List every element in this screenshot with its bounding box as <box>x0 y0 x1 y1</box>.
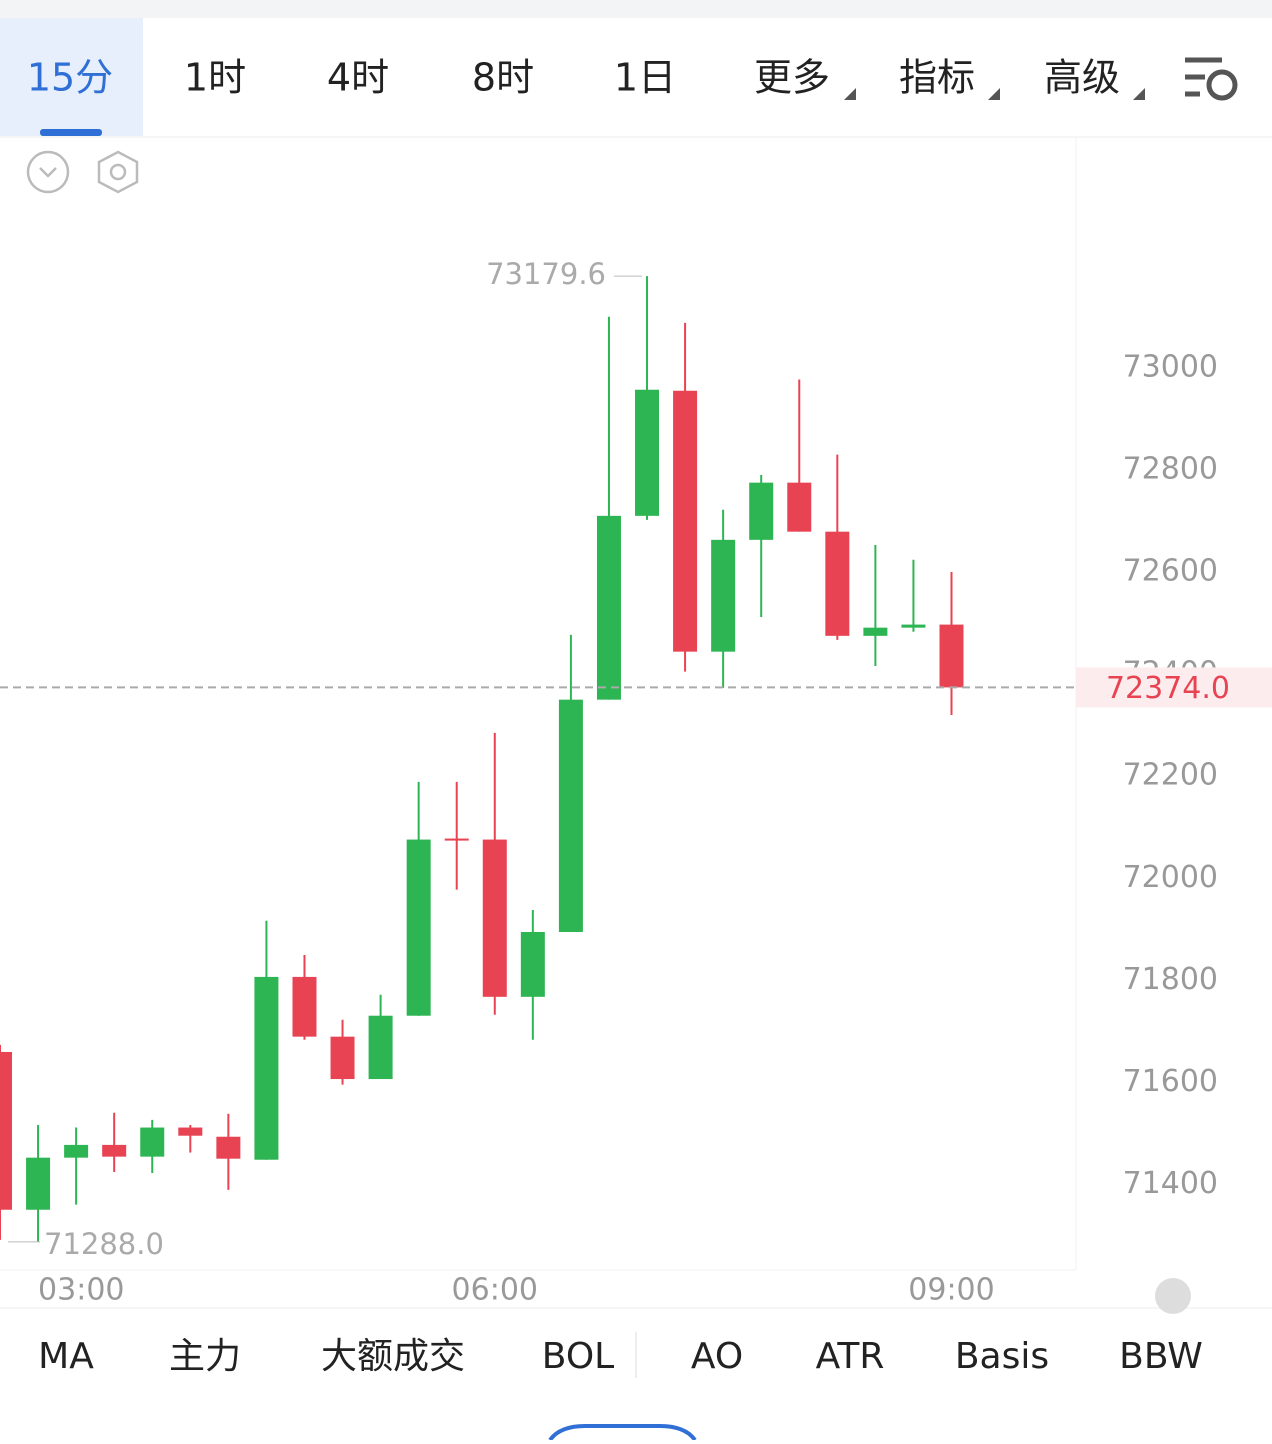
last-price-box <box>1076 667 1272 708</box>
candle-body <box>254 976 279 1160</box>
y-tick-label: 72200 <box>1123 758 1218 793</box>
y-tick-label: 72600 <box>1123 554 1218 589</box>
indicator-tab[interactable]: 主力 <box>169 1336 241 1377</box>
y-tick-label: 72000 <box>1123 860 1218 895</box>
candle-body <box>901 624 926 628</box>
candle-body <box>368 1015 393 1080</box>
candle-body <box>749 482 774 540</box>
candle-body <box>558 699 583 932</box>
tab[interactable]: 更多 <box>754 56 830 100</box>
candle-body <box>102 1144 127 1157</box>
status-strip <box>0 0 1272 18</box>
max-label: 73179.6 <box>486 257 606 291</box>
tab[interactable]: 高级 <box>1044 56 1120 100</box>
tab[interactable]: 1日 <box>614 56 676 100</box>
candle-body <box>292 976 317 1037</box>
y-tick-label: 71800 <box>1123 962 1218 997</box>
candle-body <box>444 838 469 841</box>
indicator-tab[interactable]: Basis <box>955 1336 1049 1377</box>
candle-body <box>26 1157 51 1210</box>
candle-body <box>0 1051 12 1210</box>
last-price-label: 72374.0 <box>1106 671 1230 706</box>
candle-body <box>596 515 621 700</box>
x-tick-label: 09:00 <box>908 1273 994 1308</box>
candle-body <box>216 1136 241 1159</box>
y-tick-label: 71400 <box>1123 1166 1218 1201</box>
tab[interactable]: 4时 <box>327 56 389 100</box>
tab[interactable]: 15分 <box>27 56 113 100</box>
tab[interactable]: 指标 <box>899 56 975 100</box>
candle-body <box>64 1144 89 1158</box>
indicator-tab[interactable]: 大额成交 <box>321 1336 465 1377</box>
settings-icon[interactable] <box>1185 57 1238 101</box>
candle-body <box>787 482 812 532</box>
tab-selected-bg <box>0 18 143 136</box>
indicator-tab[interactable]: AO <box>691 1336 743 1377</box>
min-label: 71288.0 <box>44 1227 164 1261</box>
y-tick-label: 72800 <box>1123 451 1218 486</box>
candle-body <box>711 539 736 652</box>
candle-body <box>673 390 698 652</box>
reset-button[interactable] <box>1155 1278 1191 1314</box>
y-tick-label: 73000 <box>1123 349 1218 384</box>
indicator-tab[interactable]: MA <box>38 1336 94 1377</box>
candle-body <box>863 627 888 636</box>
candle-body <box>939 624 964 688</box>
candle-body <box>635 389 660 516</box>
bottom-handle[interactable] <box>548 1424 697 1442</box>
candle-body <box>520 931 545 997</box>
candle-body <box>825 531 850 636</box>
candle-body <box>482 839 507 997</box>
indicator-tab[interactable]: BOL <box>542 1336 614 1377</box>
candle-body <box>406 839 431 1016</box>
chart-tools[interactable] <box>26 150 139 194</box>
tab[interactable]: 8时 <box>472 56 534 100</box>
indicator-tab[interactable]: ATR <box>816 1336 885 1377</box>
candle-body <box>178 1127 203 1136</box>
tab-indicator <box>40 129 102 136</box>
dropdown-arrows <box>844 88 1145 100</box>
indicator-tab[interactable]: BBW <box>1119 1336 1203 1377</box>
y-tick-label: 71600 <box>1123 1064 1218 1099</box>
x-tick-label: 03:00 <box>38 1273 124 1308</box>
tab[interactable]: 1时 <box>184 56 246 100</box>
candle-body <box>140 1127 165 1157</box>
candle-body <box>330 1036 355 1080</box>
x-tick-label: 06:00 <box>452 1273 538 1308</box>
